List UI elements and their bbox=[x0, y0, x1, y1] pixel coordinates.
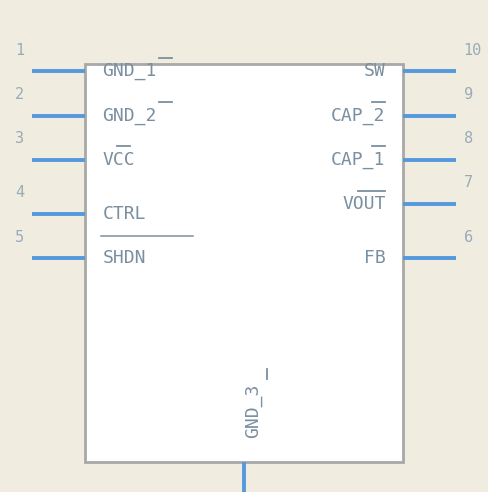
Text: SW: SW bbox=[364, 62, 386, 80]
Text: 2: 2 bbox=[15, 87, 24, 102]
Text: FB: FB bbox=[364, 249, 386, 267]
Text: GND_3: GND_3 bbox=[244, 383, 262, 438]
Text: VOUT: VOUT bbox=[342, 195, 386, 213]
Text: VCC: VCC bbox=[102, 151, 135, 169]
Text: 8: 8 bbox=[464, 131, 473, 146]
Text: 9: 9 bbox=[464, 87, 473, 102]
Text: CAP_2: CAP_2 bbox=[331, 107, 386, 124]
Text: 3: 3 bbox=[15, 131, 24, 146]
Text: 10: 10 bbox=[464, 43, 482, 58]
Text: GND_1: GND_1 bbox=[102, 62, 157, 80]
Text: 4: 4 bbox=[15, 185, 24, 200]
Text: CAP_1: CAP_1 bbox=[331, 151, 386, 169]
Text: 5: 5 bbox=[15, 230, 24, 245]
Text: CTRL: CTRL bbox=[102, 205, 146, 223]
Text: 7: 7 bbox=[464, 176, 473, 190]
Text: 1: 1 bbox=[15, 43, 24, 58]
Text: GND_2: GND_2 bbox=[102, 107, 157, 124]
Text: 6: 6 bbox=[464, 230, 473, 245]
Text: SHDN: SHDN bbox=[102, 249, 146, 267]
Bar bbox=[85, 64, 403, 462]
